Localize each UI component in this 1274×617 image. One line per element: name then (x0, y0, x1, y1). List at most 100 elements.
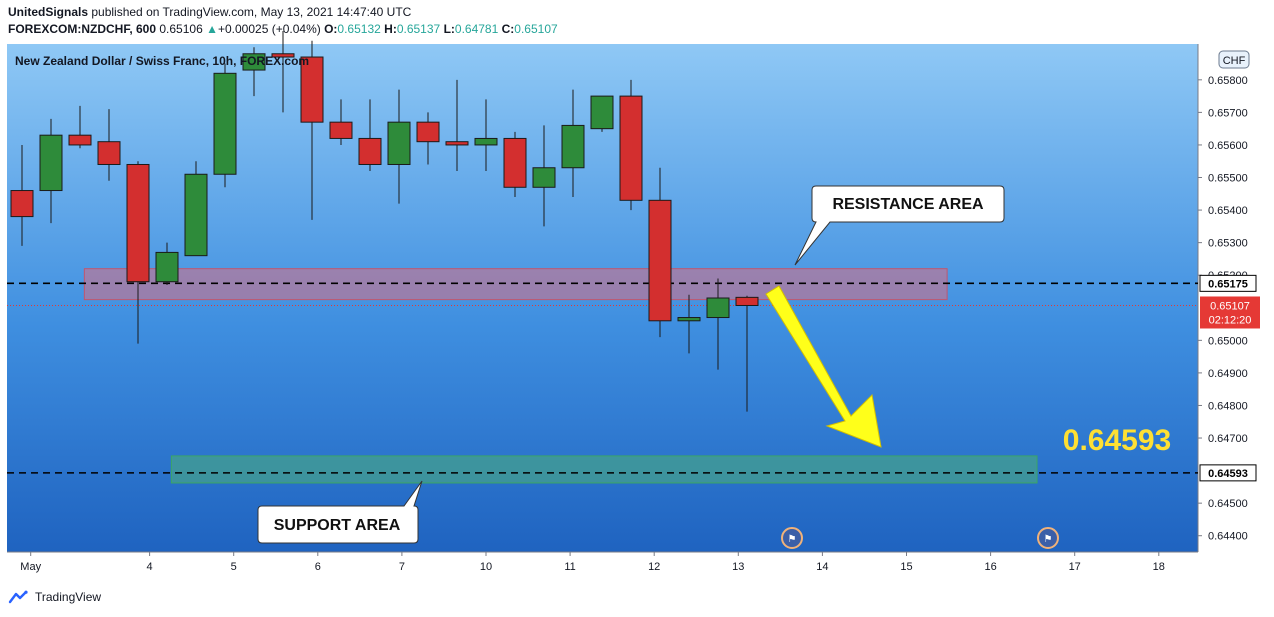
candle-body (68, 134, 92, 146)
y-tick-label: 0.64500 (1208, 498, 1248, 510)
x-tick-label: 13 (732, 561, 744, 573)
candle-body (39, 134, 63, 192)
resistance-zone (83, 268, 948, 301)
candle-0 (10, 144, 34, 246)
y-tick-label: 0.64800 (1208, 400, 1248, 412)
level-price-label-0: 0.65175 (1208, 278, 1248, 290)
level-price-box-1 (1199, 464, 1257, 482)
x-tick-label: 4 (147, 561, 153, 573)
y-tick-label: 0.65600 (1208, 140, 1248, 152)
publisher-name: UnitedSignals (8, 5, 89, 19)
ohlc-line: FOREXCOM:NZDCHF, 600 0.65106 ▲+0.00025 (… (8, 22, 558, 36)
candle-body (97, 141, 121, 165)
x-tick-label: 7 (399, 561, 405, 573)
last-price-label: 0.65107 (1210, 300, 1250, 312)
candle-11 (329, 99, 353, 145)
level-price-box-0 (1199, 274, 1257, 292)
published-text: published on TradingView.com, May 13, 20… (91, 5, 412, 19)
x-tick-label: 16 (984, 561, 996, 573)
tradingview-brand: TradingView (35, 590, 102, 604)
x-tick-label: May (20, 561, 41, 573)
candle-9 (271, 30, 295, 113)
y-tick-label: 0.65800 (1208, 75, 1248, 87)
candle-body (735, 296, 759, 306)
x-tick-label: 17 (1069, 561, 1081, 573)
level-price-label-1: 0.64593 (1208, 468, 1248, 480)
y-tick-label: 0.65500 (1208, 173, 1248, 185)
y-tick-label: 0.65000 (1208, 335, 1248, 347)
candle-body (126, 163, 150, 283)
candle-17 (503, 131, 527, 198)
candle-3 (97, 109, 121, 181)
resistance-callout (794, 185, 1005, 266)
candle-body (590, 95, 614, 130)
candle-8 (242, 47, 266, 97)
close-value: 0.65107 (514, 22, 558, 36)
change-value: +0.00025 (+0.04%) (217, 22, 321, 36)
x-tick-label: 18 (1153, 561, 1165, 573)
x-tick-label: 14 (816, 561, 828, 573)
change-up-icon: ▲ (206, 22, 218, 36)
candle-24 (706, 278, 730, 370)
candle-body (184, 173, 208, 257)
currency-badge-label: CHF (1223, 55, 1246, 67)
candle-body (329, 121, 353, 139)
candle-18 (532, 125, 556, 227)
x-tick-label: 15 (900, 561, 912, 573)
candle-15 (445, 79, 469, 171)
candle-13 (387, 89, 411, 204)
support-zone (170, 455, 1038, 484)
candle-body (271, 53, 295, 58)
candle-body (387, 121, 411, 165)
candle-25 (735, 295, 759, 412)
event-flag-icon-1 (1037, 527, 1059, 549)
candle-body (677, 317, 701, 322)
last-price-box (1200, 296, 1260, 329)
candle-16 (474, 99, 498, 171)
candle-19 (561, 89, 585, 198)
x-tick-label: 11 (564, 561, 575, 573)
candle-4 (126, 161, 150, 344)
candle-7 (213, 63, 237, 188)
y-tick-label: 0.64400 (1208, 531, 1248, 543)
candle-12 (358, 99, 382, 171)
candle-21 (619, 79, 643, 211)
candle-body (619, 95, 643, 201)
open-label: O: (324, 22, 338, 36)
x-tick-label: 10 (480, 561, 492, 573)
candle-22 (648, 167, 672, 338)
tradingview-logo[interactable]: TradingView (8, 590, 101, 604)
event-flag-glyph: ⚑ (788, 534, 797, 545)
candle-body (213, 72, 237, 175)
candle-body (532, 167, 556, 188)
countdown-label: 02:12:20 (1209, 314, 1252, 326)
candle-body (445, 141, 469, 146)
publish-info: UnitedSignals published on TradingView.c… (8, 5, 411, 19)
candle-10 (300, 40, 324, 220)
x-tick-label: 12 (648, 561, 660, 573)
x-tick-label: 6 (315, 561, 321, 573)
event-flag-glyph: ⚑ (1044, 534, 1053, 545)
y-tick-label: 0.65300 (1208, 238, 1248, 250)
chart-title: New Zealand Dollar / Swiss Franc, 10h, F… (15, 54, 309, 68)
candle-body (300, 56, 324, 123)
candle-5 (155, 242, 179, 285)
candle-14 (416, 112, 440, 165)
y-tick-label: 0.64700 (1208, 433, 1248, 445)
candle-body (503, 137, 527, 188)
tradingview-cloud-icon (8, 590, 28, 604)
last-price-value: 0.65106 (159, 22, 203, 36)
support-callout-label: SUPPORT AREA (274, 517, 401, 534)
target-arrow (765, 285, 882, 448)
candle-2 (68, 105, 92, 149)
currency-badge (1218, 50, 1250, 69)
target-price-label: 0.64593 (1063, 424, 1171, 457)
candle-20 (590, 95, 614, 132)
x-tick-label: 5 (231, 561, 237, 573)
candle-body (155, 251, 179, 283)
y-tick-label: 0.65700 (1208, 107, 1248, 119)
support-callout (257, 480, 423, 544)
event-flag-icon-0 (781, 527, 803, 549)
candle-body (416, 121, 440, 143)
